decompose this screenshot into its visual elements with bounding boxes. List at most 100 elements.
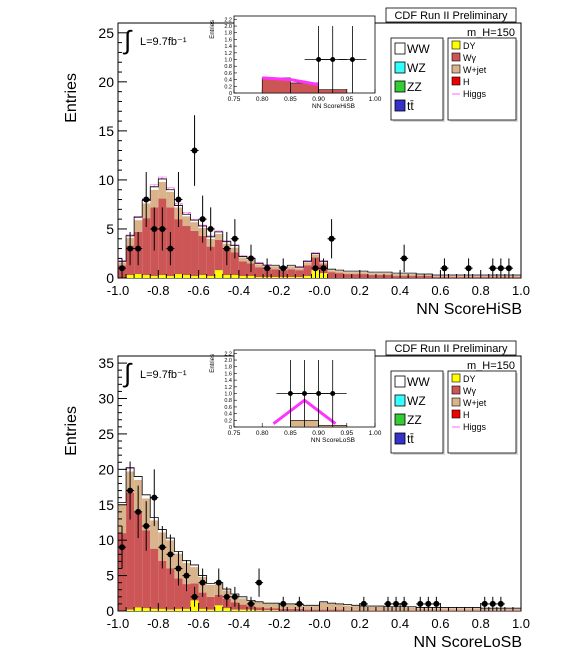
bar-dy <box>303 276 312 278</box>
bar-ww <box>182 214 191 217</box>
legend-label: ZZ <box>407 80 422 94</box>
chart-title: CDF Run II Preliminary <box>394 10 508 22</box>
bar-w- <box>327 609 336 611</box>
bar-w- <box>335 273 344 278</box>
bar-ww <box>432 275 441 277</box>
data-point <box>425 600 432 607</box>
inset-x-tick-label: 1.00 <box>369 430 382 437</box>
data-point <box>417 600 424 607</box>
bar-dy <box>174 608 183 611</box>
inset-x-tick-label: 0.80 <box>256 430 269 437</box>
inset-y-tick-label: 0.4 <box>224 412 232 418</box>
legend-label: DY <box>463 41 476 51</box>
inset-higgs-line <box>262 76 319 87</box>
inset-y-tick-label: 1.4 <box>224 378 232 384</box>
x-tick-label: 1.0 <box>512 283 530 298</box>
bar-w- <box>238 261 247 277</box>
y-axis-title: Entries <box>63 406 80 456</box>
bar-w-jet <box>400 274 409 277</box>
bar-w-jet <box>351 606 360 611</box>
bar-dy <box>126 275 135 278</box>
data-point <box>360 600 367 607</box>
bar-w-jet <box>255 602 264 608</box>
inset-y-tick-label: 1.2 <box>224 51 232 57</box>
data-point <box>143 196 150 203</box>
inset-data-point <box>330 391 336 397</box>
bar-w- <box>230 252 239 276</box>
bar-ww <box>238 256 247 258</box>
inset-x-tick-label: 0.75 <box>228 96 241 103</box>
y-tick-label: 10 <box>98 532 114 548</box>
bar-dy <box>222 275 231 278</box>
bar-w-jet <box>383 273 393 276</box>
inset-y-axis-title: Entries <box>210 354 216 373</box>
bar-w- <box>303 265 312 277</box>
bar-w- <box>303 609 312 611</box>
x-axis-title: NN ScoreLoSB <box>414 634 523 651</box>
bar-ww <box>158 178 167 182</box>
bar-w- <box>424 276 433 278</box>
x-tick-label: -0.0 <box>308 283 330 298</box>
bar-w- <box>416 276 425 278</box>
inset-x-axis-title: NN ScoreHiSB <box>312 103 355 110</box>
x-tick-label: 0.6 <box>431 283 449 298</box>
inset-x-tick-label: 0.80 <box>256 96 269 103</box>
bar-w-jet <box>335 271 344 274</box>
bar-w-jet <box>303 606 312 610</box>
bar-w-jet <box>472 276 481 278</box>
data-point <box>401 600 408 607</box>
bar-w-jet <box>158 181 167 199</box>
title-box <box>385 7 517 23</box>
bar-w-jet <box>408 274 417 277</box>
bar-w-jet <box>472 608 481 611</box>
x-tick-label: -0.4 <box>228 616 250 631</box>
inset-y-tick-label: 1.4 <box>224 44 232 50</box>
bar-w-jet <box>134 220 143 232</box>
inset-x-tick-label: 0.75 <box>228 430 241 437</box>
bar-dy <box>230 609 239 611</box>
inset-x-tick-label: 0.90 <box>312 96 325 103</box>
bar-w-jet <box>512 608 521 611</box>
bar-w-jet <box>238 598 247 605</box>
bar-ww <box>335 270 344 272</box>
inset-y-tick-label: 0 <box>229 425 232 431</box>
bar-w-jet <box>392 274 401 277</box>
y-tick-label: 20 <box>98 74 114 90</box>
bar-w- <box>335 609 344 611</box>
bar-ww <box>424 274 433 276</box>
bar-w-jet <box>311 606 320 610</box>
inset-data-point <box>349 57 355 63</box>
bar-w-jet <box>214 233 223 240</box>
x-tick-label: 0.8 <box>472 616 490 631</box>
bar-dy <box>134 274 143 278</box>
bar-dy <box>255 610 264 611</box>
x-tick-label: 0.4 <box>391 283 409 298</box>
bar-w- <box>351 610 360 611</box>
x-tick-label: 0.2 <box>351 616 369 631</box>
bar-ww <box>392 273 401 275</box>
inset-y-tick-label: 1.8 <box>224 365 232 371</box>
data-point <box>247 255 254 262</box>
data-point <box>223 245 230 252</box>
bar-ww <box>327 269 336 271</box>
bar-w-jet <box>311 254 320 258</box>
data-point <box>119 265 126 272</box>
data-point <box>256 579 263 586</box>
bar-w-jet <box>206 584 215 597</box>
inset-x-tick-label: 0.90 <box>312 430 325 437</box>
bar-dy <box>158 608 167 611</box>
inset-y-tick-label: 0.6 <box>224 71 232 77</box>
y-tick-label: 5 <box>106 221 114 237</box>
chart-panel-1: -1.0 -0.8 -0.6 -0.4 -0.2 -0.0 0.2 0.4 0.6 0.8 1.00… <box>63 7 530 318</box>
data-point <box>280 265 287 272</box>
bar-ww <box>166 189 175 192</box>
bar-w- <box>271 608 280 611</box>
data-point <box>433 600 440 607</box>
data-point <box>231 593 238 600</box>
bar-w-jet <box>424 275 433 277</box>
bar-w- <box>238 604 247 610</box>
bar-dy <box>134 607 143 611</box>
bar-w-jet <box>448 608 457 611</box>
y-tick-label: 25 <box>98 25 114 41</box>
data-point <box>207 225 214 232</box>
